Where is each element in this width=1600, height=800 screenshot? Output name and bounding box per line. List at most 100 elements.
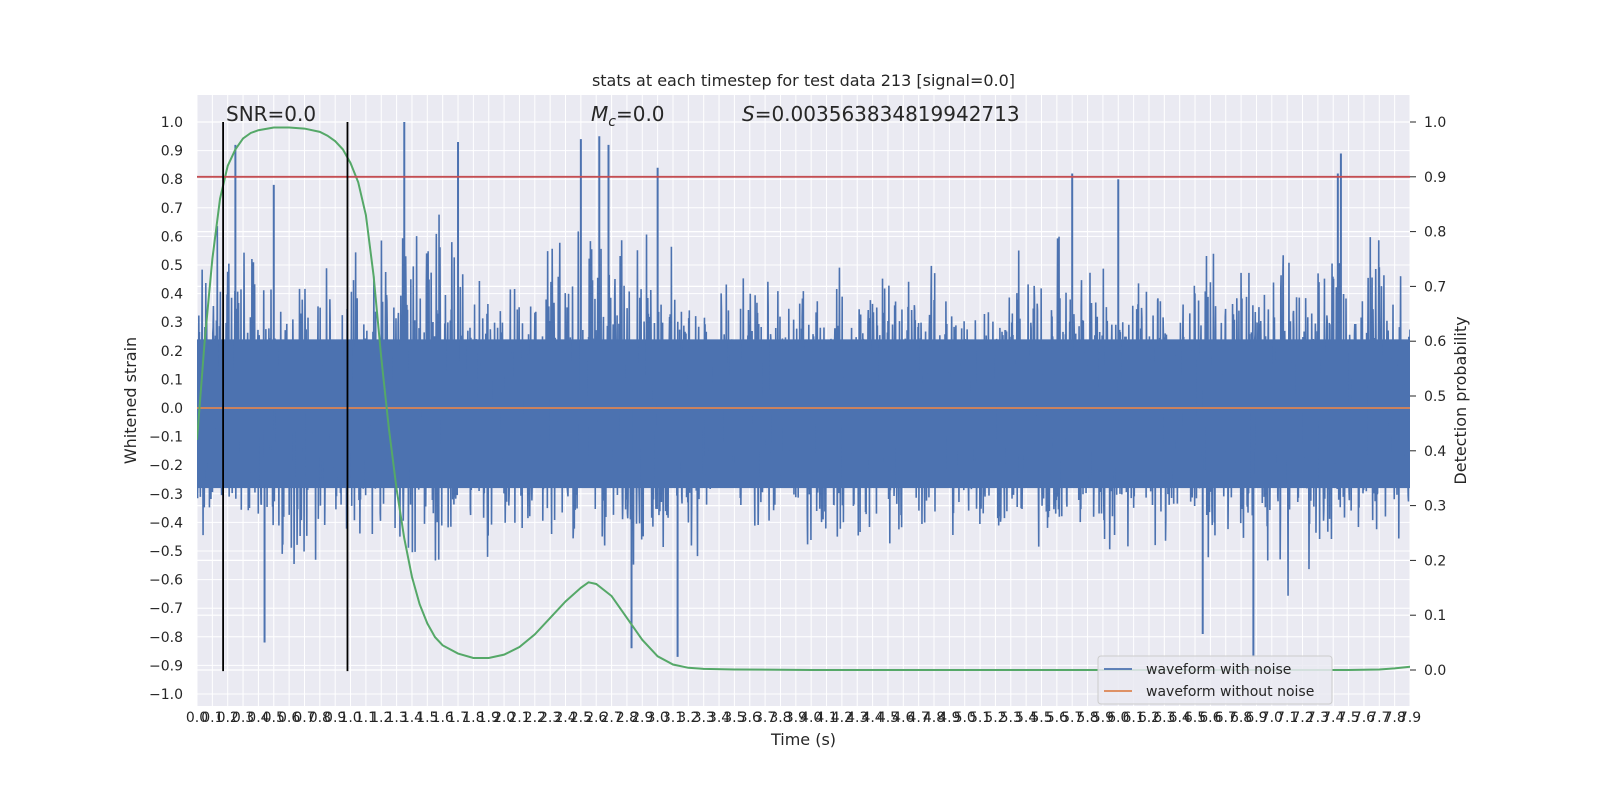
x-tick-label-33: 3.3 <box>693 710 715 726</box>
x-tick-label-28: 2.8 <box>616 710 638 726</box>
x-tick-label-5: 0.5 <box>263 710 285 726</box>
y-right-tick-label-3: 0.7 <box>1424 279 1446 295</box>
x-tick-label-16: 1.6 <box>432 710 454 726</box>
y-left-tick-label-13: −0.3 <box>149 487 183 503</box>
y-right-tick-label-1: 0.9 <box>1424 170 1446 186</box>
x-tick-label-52: 5.2 <box>984 710 1006 726</box>
y-left-tick-label-7: 0.3 <box>161 315 183 331</box>
mc-subscript: c <box>608 114 616 130</box>
x-tick-label-19: 1.9 <box>478 710 500 726</box>
x-tick-label-56: 5.6 <box>1046 710 1068 726</box>
x-tick-label-55: 5.5 <box>1030 710 1052 726</box>
x-tick-label-14: 1.4 <box>401 710 423 726</box>
x-tick-label-32: 3.2 <box>677 710 699 726</box>
s-symbol: S <box>742 102 755 126</box>
y-right-tick-label-4: 0.6 <box>1424 334 1446 350</box>
mc-symbol: M <box>591 102 608 126</box>
y-left-tick-label-2: 0.8 <box>161 172 183 188</box>
x-axis-label: Time (s) <box>770 730 836 749</box>
s-annotation: S=0.003563834819942713 <box>742 102 1020 126</box>
mc-value: =0.0 <box>616 102 665 126</box>
y-left-tick-label-18: −0.8 <box>149 630 183 646</box>
x-tick-label-48: 4.8 <box>923 710 945 726</box>
y-left-tick-label-17: −0.7 <box>149 601 183 617</box>
x-tick-label-41: 4.1 <box>815 710 837 726</box>
x-tick-label-7: 0.7 <box>293 710 315 726</box>
line-detection-probability <box>197 126 1410 671</box>
x-tick-label-24: 2.4 <box>554 710 576 726</box>
x-tick-label-51: 5.1 <box>969 710 991 726</box>
y-left-tick-label-14: −0.4 <box>149 515 183 531</box>
x-tick-label-74: 7.4 <box>1322 710 1344 726</box>
x-tick-label-4: 0.4 <box>247 710 269 726</box>
x-tick-label-50: 5.0 <box>954 710 976 726</box>
x-tick-label-18: 1.8 <box>462 710 484 726</box>
x-tick-label-70: 7.0 <box>1261 710 1283 726</box>
x-tick-label-40: 4.0 <box>800 710 822 726</box>
y-left-tick-label-19: −0.9 <box>149 658 183 674</box>
x-tick-label-27: 2.7 <box>600 710 622 726</box>
y-left-tick-label-6: 0.4 <box>161 287 183 303</box>
x-tick-label-36: 3.6 <box>739 710 761 726</box>
y-left-tick-label-20: −1.0 <box>149 687 183 703</box>
x-tick-label-49: 4.9 <box>938 710 960 726</box>
x-tick-label-58: 5.8 <box>1076 710 1098 726</box>
x-tick-label-42: 4.2 <box>831 710 853 726</box>
chart-title: stats at each timestep for test data 213… <box>592 71 1015 90</box>
x-tick-label-53: 5.3 <box>1000 710 1022 726</box>
x-axis-ticks: 0.00.10.20.30.40.50.60.70.80.91.01.11.21… <box>186 710 1421 726</box>
x-tick-label-44: 4.4 <box>861 710 883 726</box>
y-left-tick-label-1: 0.9 <box>161 144 183 160</box>
x-tick-label-67: 6.7 <box>1215 710 1237 726</box>
x-tick-label-12: 1.2 <box>370 710 392 726</box>
x-tick-label-3: 0.3 <box>232 710 254 726</box>
x-tick-label-31: 3.1 <box>662 710 684 726</box>
x-tick-label-30: 3.0 <box>647 710 669 726</box>
legend-entry-waveform-without-noise: waveform without noise <box>1146 684 1314 700</box>
series-lines <box>197 126 1410 671</box>
noise-waveform-path <box>197 214 1410 596</box>
x-tick-label-10: 1.0 <box>339 710 361 726</box>
x-tick-label-54: 5.4 <box>1015 710 1037 726</box>
x-tick-label-61: 6.1 <box>1122 710 1144 726</box>
x-tick-label-38: 3.8 <box>769 710 791 726</box>
x-tick-label-59: 5.9 <box>1092 710 1114 726</box>
x-tick-label-47: 4.7 <box>908 710 930 726</box>
x-tick-label-63: 6.3 <box>1153 710 1175 726</box>
x-tick-label-1: 0.1 <box>201 710 223 726</box>
y-left-tick-label-16: −0.6 <box>149 573 183 589</box>
y-left-tick-label-12: −0.2 <box>149 458 183 474</box>
snr-annotation: SNR=0.0 <box>226 102 316 126</box>
y-left-tick-label-4: 0.6 <box>161 229 183 245</box>
x-tick-label-43: 4.3 <box>846 710 868 726</box>
y-left-tick-label-8: 0.2 <box>161 344 183 360</box>
y-axis-right-ticks: 1.0 0.9 0.8 0.7 0.6 0.5 0.4 0.3 0.2 0.1 0.0 <box>1410 115 1446 679</box>
x-tick-label-22: 2.2 <box>524 710 546 726</box>
y-right-tick-label-9: 0.1 <box>1424 608 1446 624</box>
x-tick-label-45: 4.5 <box>877 710 899 726</box>
x-tick-label-21: 2.1 <box>508 710 530 726</box>
y-right-tick-label-8: 0.2 <box>1424 553 1446 569</box>
y-axis-right-label: Detection probability <box>1451 316 1470 484</box>
x-tick-label-71: 7.1 <box>1276 710 1298 726</box>
x-tick-label-0: 0.0 <box>186 710 208 726</box>
y-left-tick-label-5: 0.5 <box>161 258 183 274</box>
y-axis-left-ticks: 1.0 0.9 0.8 0.7 0.6 0.5 0.4 0.3 0.2 0.1 0.0 −0.1 −0.… <box>149 115 183 703</box>
x-tick-label-15: 1.5 <box>416 710 438 726</box>
chirp-mass-annotation: Mc=0.0 <box>591 102 665 130</box>
x-tick-label-57: 5.7 <box>1061 710 1083 726</box>
y-right-tick-label-2: 0.8 <box>1424 225 1446 241</box>
y-right-tick-label-7: 0.3 <box>1424 499 1446 515</box>
x-tick-label-6: 0.6 <box>278 710 300 726</box>
x-tick-label-73: 7.3 <box>1307 710 1329 726</box>
x-tick-label-34: 3.4 <box>708 710 730 726</box>
x-tick-label-76: 7.6 <box>1353 710 1375 726</box>
x-tick-label-72: 7.2 <box>1291 710 1313 726</box>
y-left-tick-label-11: −0.1 <box>149 430 183 446</box>
x-tick-label-9: 0.9 <box>324 710 346 726</box>
x-tick-label-37: 3.7 <box>754 710 776 726</box>
x-tick-label-78: 7.8 <box>1384 710 1406 726</box>
x-tick-label-25: 2.5 <box>570 710 592 726</box>
x-tick-label-26: 2.6 <box>585 710 607 726</box>
